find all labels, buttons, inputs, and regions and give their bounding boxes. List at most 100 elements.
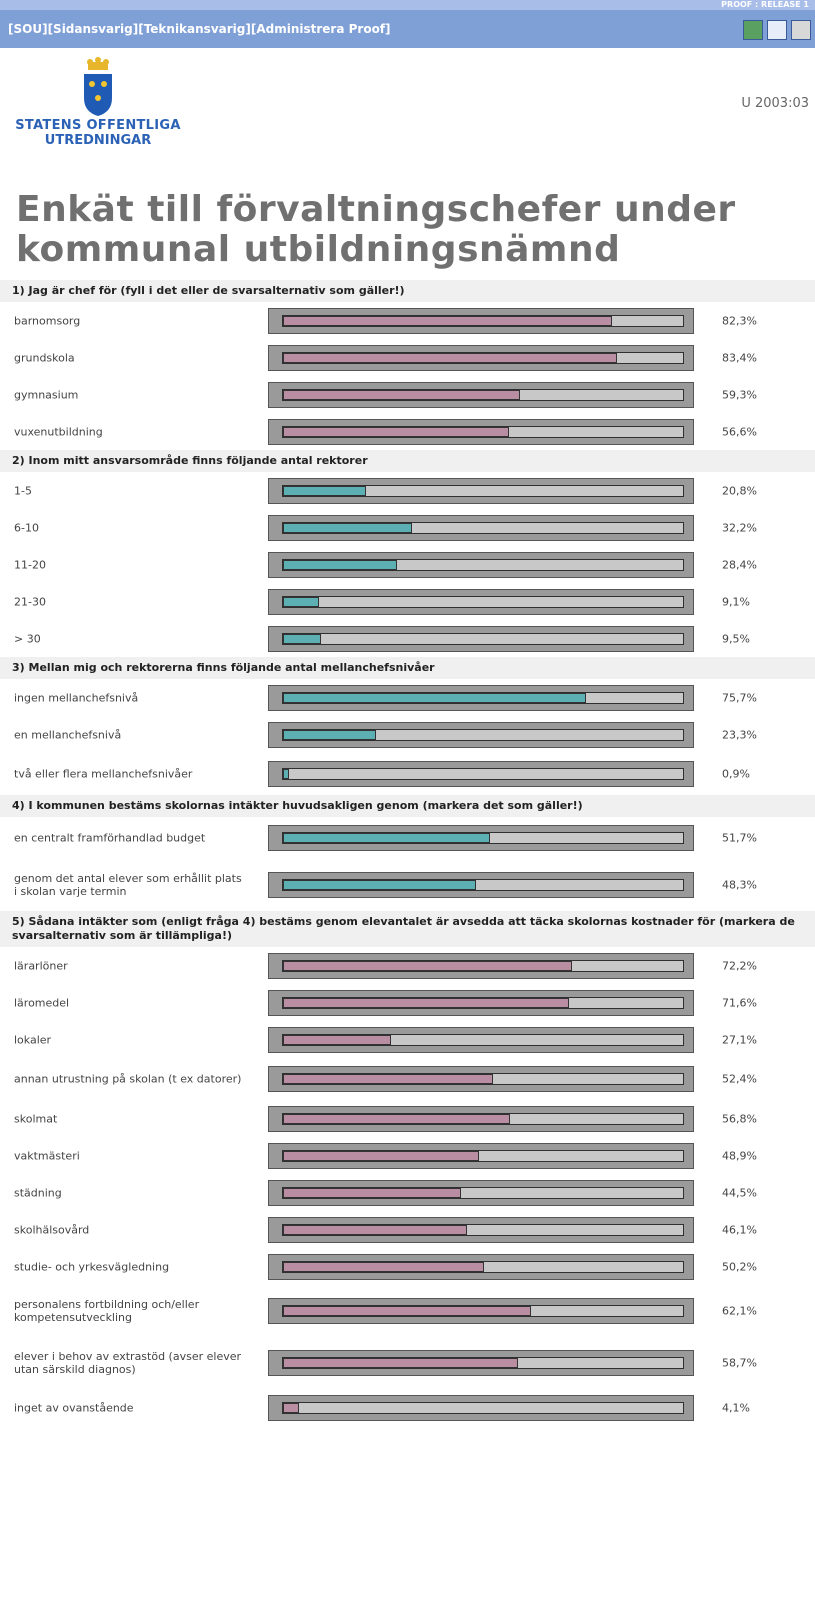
percentage-value: 82,3% <box>722 314 757 327</box>
answer-label: lärarlöner <box>14 959 68 972</box>
sou-logo[interactable]: STATENS OFFENTLIGA UTREDNINGAR <box>8 56 188 148</box>
bar-track <box>282 1357 684 1369</box>
nav-link-teknikansvarig[interactable]: [Teknikansvarig] <box>138 22 251 36</box>
answer-label: grundskola <box>14 351 75 364</box>
bar-track <box>282 388 684 401</box>
result-bar <box>268 514 694 541</box>
bar-fill <box>283 880 477 890</box>
bar-fill <box>283 315 613 326</box>
result-bar <box>268 952 694 979</box>
nav-link-administrera-proof[interactable]: [Administrera Proof] <box>250 22 391 36</box>
logo-text-line2: UTREDNINGAR <box>44 133 152 148</box>
result-row: gymnasium 59,3% <box>0 376 815 413</box>
edit-icon[interactable] <box>767 20 787 40</box>
bar-fill <box>283 833 490 843</box>
bar-fill <box>283 1402 300 1413</box>
result-row: inget av ovanstående 4,1% <box>0 1389 815 1426</box>
answer-label: elever i behov av extrastöd (avser eleve… <box>14 1350 242 1376</box>
percentage-value: 44,5% <box>722 1186 757 1199</box>
result-bar <box>268 551 694 578</box>
answer-label: skolhälsovård <box>14 1223 90 1236</box>
result-bar <box>268 721 694 748</box>
result-bar <box>268 418 694 445</box>
bar-fill <box>283 692 586 703</box>
result-bar <box>268 1105 694 1132</box>
bar-track <box>282 484 684 497</box>
question-heading: 1) Jag är chef för (fyll i det eller de … <box>0 280 815 302</box>
crown-shield-icon <box>84 57 112 116</box>
result-bar <box>268 1350 694 1376</box>
result-row: lokaler 27,1% <box>0 1021 815 1058</box>
question-heading: 4) I kommunen bestäms skolornas intäkter… <box>0 795 815 817</box>
result-bar <box>268 872 694 898</box>
answer-label: en mellanchefsnivå <box>14 728 122 741</box>
percentage-value: 28,4% <box>722 558 757 571</box>
result-row: 1-5 20,8% <box>0 472 815 509</box>
percentage-value: 20,8% <box>722 484 757 497</box>
bar-track <box>282 595 684 608</box>
percentage-value: 59,3% <box>722 388 757 401</box>
bar-track <box>282 1223 684 1236</box>
result-bar <box>268 1298 694 1324</box>
bar-track <box>282 558 684 571</box>
bar-track <box>282 632 684 645</box>
result-bar <box>268 1026 694 1053</box>
result-row: vuxenutbildning 56,6% <box>0 413 815 450</box>
question-heading: 3) Mellan mig och rektorerna finns följa… <box>0 657 815 679</box>
bar-track <box>282 996 684 1009</box>
bar-fill <box>283 729 377 740</box>
result-row: 11-20 28,4% <box>0 546 815 583</box>
result-bar <box>268 1142 694 1169</box>
excel-export-icon[interactable] <box>743 20 763 40</box>
result-row: vaktmästeri 48,9% <box>0 1137 815 1174</box>
bar-track <box>282 351 684 364</box>
result-row: grundskola 83,4% <box>0 339 815 376</box>
bar-fill <box>283 522 412 533</box>
result-row: 21-30 9,1% <box>0 583 815 620</box>
bar-fill <box>283 633 321 644</box>
answer-label: lokaler <box>14 1033 52 1046</box>
result-row: 6-10 32,2% <box>0 509 815 546</box>
answer-label: ingen mellanchefsnivå <box>14 691 139 704</box>
result-bar <box>268 381 694 408</box>
bar-track <box>282 728 684 741</box>
result-bar <box>268 761 694 787</box>
nav-link-sidansvarig[interactable]: [Sidansvarig] <box>47 22 139 36</box>
print-icon[interactable] <box>791 20 811 40</box>
bar-fill <box>283 960 572 971</box>
answer-label: vaktmästeri <box>14 1149 80 1162</box>
result-bar <box>268 825 694 851</box>
answer-label: vuxenutbildning <box>14 425 103 438</box>
result-row: skolhälsovård 46,1% <box>0 1211 815 1248</box>
survey-results: 1) Jag är chef för (fyll i det eller de … <box>0 280 815 1426</box>
result-bar <box>268 1179 694 1206</box>
bar-fill <box>283 596 320 607</box>
bar-fill <box>283 1306 532 1316</box>
bar-track <box>282 425 684 438</box>
question-heading: 2) Inom mitt ansvarsområde finns följand… <box>0 450 815 472</box>
bar-track <box>282 1305 684 1317</box>
percentage-value: 0,9% <box>722 767 750 781</box>
result-row: elever i behov av extrastöd (avser eleve… <box>0 1337 815 1389</box>
bar-fill <box>283 485 367 496</box>
bar-track <box>282 691 684 704</box>
answer-label: 6-10 <box>14 521 39 534</box>
nav-link-sou[interactable]: [SOU] <box>8 22 48 36</box>
bar-fill <box>283 559 397 570</box>
percentage-value: 46,1% <box>722 1223 757 1236</box>
answer-label: en centralt framförhandlad budget <box>14 831 206 845</box>
result-bar <box>268 1066 694 1092</box>
bar-fill <box>283 1034 392 1045</box>
page-header: STATENS OFFENTLIGA UTREDNINGAR U 2003:03 <box>0 48 815 168</box>
bar-fill <box>283 1074 493 1084</box>
bar-track <box>282 1149 684 1162</box>
percentage-value: 23,3% <box>722 728 757 741</box>
percentage-value: 56,8% <box>722 1112 757 1125</box>
bar-fill <box>283 426 510 437</box>
answer-label: annan utrustning på skolan (t ex datorer… <box>14 1072 242 1086</box>
bar-fill <box>283 1187 461 1198</box>
percentage-value: 62,1% <box>722 1304 757 1318</box>
percentage-value: 48,9% <box>722 1149 757 1162</box>
result-bar <box>268 1253 694 1280</box>
percentage-value: 4,1% <box>722 1401 750 1414</box>
